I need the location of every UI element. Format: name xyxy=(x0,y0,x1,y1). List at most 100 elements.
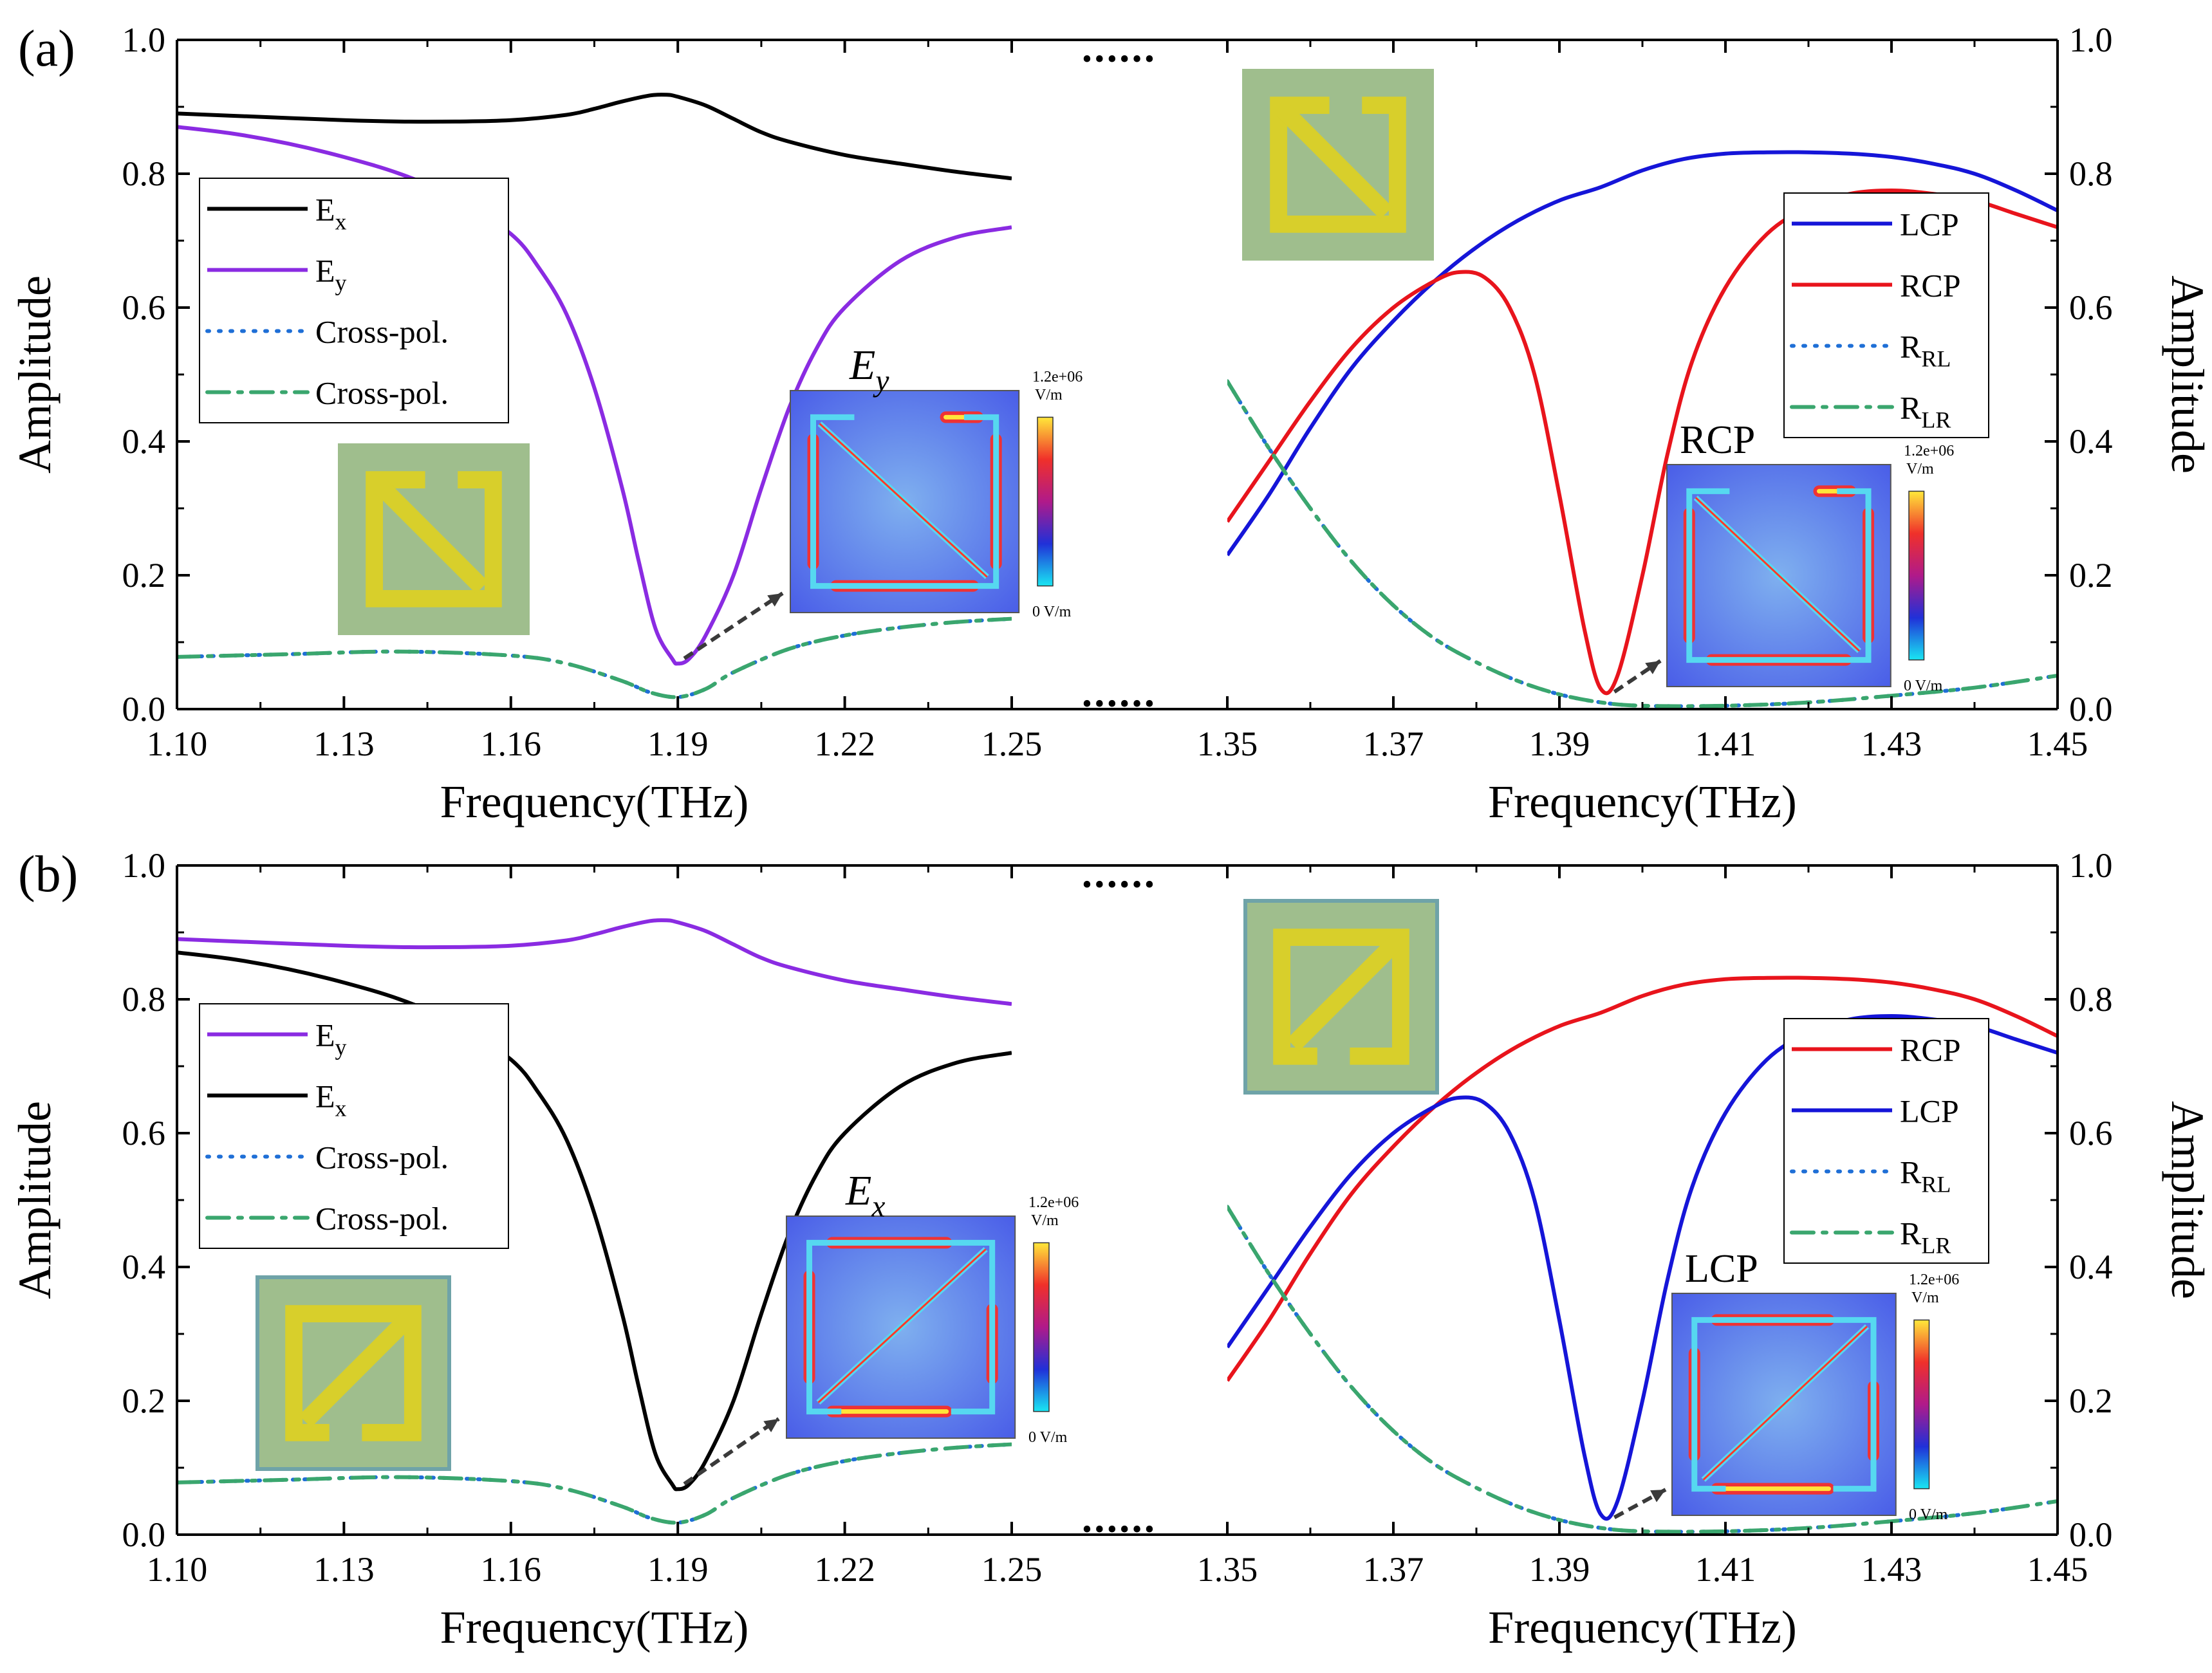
field-map-inset: 1.2e+06V/m0 V/m xyxy=(1666,443,1954,694)
plot-area xyxy=(177,918,1012,1525)
pointer-arrow xyxy=(683,591,784,660)
series-line-rcp xyxy=(1227,189,2058,696)
unit-cell-icon xyxy=(338,443,530,635)
y-tick-label: 0.4 xyxy=(122,1248,166,1286)
x-tick-label: 1.19 xyxy=(647,1550,709,1589)
field-map-inset: 1.2e+06V/m 0 V/m xyxy=(786,1194,1079,1446)
legend-label-sub: y xyxy=(335,270,347,296)
series-line-ey xyxy=(177,125,1012,666)
inset-label: Ex xyxy=(845,1167,885,1223)
axes-left: 1.10 1.13 1.16 1.19 1.22 1.25 Frequency(THz) 0.… xyxy=(9,846,1042,1653)
legend-label: Ex xyxy=(315,1078,347,1122)
x-axis-title: Frequency(THz) xyxy=(440,1602,749,1653)
series-line-rcp xyxy=(1227,975,2058,1382)
y-tick-label: 0.2 xyxy=(122,1382,166,1420)
x-tick-label: 1.13 xyxy=(313,725,375,763)
x-tick-label: 1.16 xyxy=(481,1550,542,1589)
y-tick-label: 0.4 xyxy=(2069,1248,2113,1286)
axis-break-marker-bottom: •••••• xyxy=(1082,688,1157,719)
legend-label: Ey xyxy=(315,1017,347,1060)
legend-label: LCP xyxy=(1900,1093,1959,1129)
x-tick-label: 1.45 xyxy=(2027,725,2088,763)
series-line-rlr xyxy=(1227,379,2058,708)
colorbar-min-label: 0 V/m xyxy=(1028,1429,1068,1446)
axis-break-marker-top: •••••• xyxy=(1082,43,1157,75)
legend-label: LCP xyxy=(1900,207,1959,243)
x-tick-label: 1.39 xyxy=(1529,1550,1590,1589)
y-tick-label: 0.6 xyxy=(2069,288,2113,327)
series-line-ey xyxy=(177,918,1012,1006)
panel-a: (a) 1.10 1.13 1.16 1.19 1.22 1.25 Frequency(THz… xyxy=(9,21,2212,827)
legend-label-main: R xyxy=(1900,329,1922,365)
y-tick-label: 0.6 xyxy=(2069,1114,2113,1152)
field-ring-outline xyxy=(1686,488,1872,663)
axes-left: 1.10 1.13 1.16 1.19 1.22 1.25 Frequency(THz) 0.… xyxy=(9,21,1042,827)
y-axis-title: Amplitude xyxy=(9,275,60,474)
legend-label-main: R xyxy=(1900,390,1922,426)
colorbar-min-label: 0 V/m xyxy=(1032,604,1072,620)
y-tick-label: 0.8 xyxy=(122,980,166,1019)
legend-label: Cross-pol. xyxy=(315,1201,449,1237)
colorbar-max-label: 1.2e+06 xyxy=(1028,1194,1079,1211)
legend-box xyxy=(1783,192,1989,438)
x-axis-title: Frequency(THz) xyxy=(1488,1602,1797,1653)
plot-area xyxy=(1227,150,2058,708)
series-line-ex xyxy=(177,92,1012,181)
inset-label: Ey xyxy=(849,342,889,398)
field-ring-outline xyxy=(1691,1317,1877,1492)
field-diagonal-core xyxy=(819,423,988,578)
x-tick-label: 1.10 xyxy=(147,725,208,763)
x-tick-label: 1.35 xyxy=(1197,1550,1258,1589)
pointer-arrow-head xyxy=(763,1419,779,1432)
legend-label-sub: y xyxy=(335,1035,347,1060)
legend-label-main: Cross-pol. xyxy=(315,314,449,350)
diagonal-bar-icon xyxy=(1287,935,1403,1051)
legend-label-sub: x xyxy=(335,209,347,235)
legend-label: Ex xyxy=(315,192,347,235)
field-map-inset: 1.2e+06 V/m 0 V/m xyxy=(790,369,1083,620)
x-tick-label: 1.39 xyxy=(1529,725,1590,763)
panel-b: (b) 1.10 1.13 1.16 1.19 1.22 1.25 Frequency(THz… xyxy=(9,846,2212,1653)
x-tick-label: 1.13 xyxy=(313,1550,375,1589)
inset-label-sub: x xyxy=(871,1190,885,1223)
y-tick-label: 0.0 xyxy=(2069,1515,2113,1554)
axis-break-marker-top: •••••• xyxy=(1082,869,1157,900)
x-tick-label: 1.16 xyxy=(481,725,542,763)
y-tick-label: 0.2 xyxy=(2069,556,2113,595)
field-diagonal-core xyxy=(1695,497,1861,652)
split-ring-icon xyxy=(366,471,502,607)
legend-label: RRL xyxy=(1900,329,1951,372)
colorbar-unit-label: V/m xyxy=(1031,1212,1059,1229)
plot-area xyxy=(177,92,1012,699)
legend-label: Cross-pol. xyxy=(315,314,449,350)
y-tick-label: 0.2 xyxy=(122,556,166,595)
y-axis-title: Amplitude xyxy=(9,1101,60,1299)
x-tick-label: 1.10 xyxy=(147,1550,208,1589)
y-tick-label: 0.0 xyxy=(122,690,166,728)
colorbar-unit-label: V/m xyxy=(1035,387,1063,403)
y-tick-label: 1.0 xyxy=(2069,846,2113,885)
unit-cell-icon xyxy=(1243,899,1439,1095)
field-diagonal-core xyxy=(817,1248,987,1403)
colorbar-max-label: 1.2e+06 xyxy=(1032,369,1083,385)
pointer-arrow xyxy=(1613,659,1662,694)
legend-label: Ey xyxy=(315,253,347,296)
pointer-arrow-head xyxy=(1645,661,1660,674)
axes-right: 1.35 1.37 1.39 1.41 1.43 1.45 Frequency(THz) 0.… xyxy=(1197,846,2212,1653)
legend-label-sub: x xyxy=(335,1096,347,1122)
inset-label-sub: y xyxy=(873,364,889,398)
series-line-ex xyxy=(177,950,1012,1492)
legend-label: Cross-pol. xyxy=(315,375,449,411)
inset-label-main: E xyxy=(849,342,875,389)
legend-label: Cross-pol. xyxy=(315,1140,449,1176)
legend-box xyxy=(199,178,509,423)
legend-label-main: E xyxy=(315,253,335,289)
y-tick-label: 0.8 xyxy=(2069,980,2113,1019)
x-tick-label: 1.19 xyxy=(647,725,709,763)
y-tick-label: 0.0 xyxy=(122,1515,166,1554)
y-tick-label: 0.8 xyxy=(122,154,166,193)
colorbar-unit-label: V/m xyxy=(1906,461,1934,477)
split-ring-icon xyxy=(1270,97,1406,233)
legend-label-sub: LR xyxy=(1921,407,1951,433)
unit-cell-icon xyxy=(256,1275,451,1471)
